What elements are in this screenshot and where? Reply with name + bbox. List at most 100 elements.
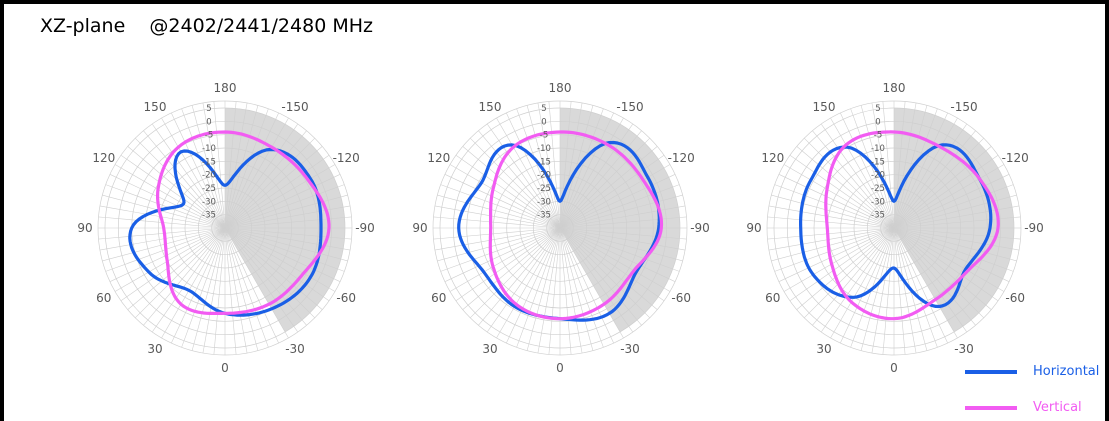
radial-gridline: [197, 200, 253, 256]
outer-tick: [768, 205, 776, 208]
outer-tick: [970, 319, 976, 326]
angle-tick-label: -30: [954, 342, 974, 356]
outer-tick: [619, 331, 624, 339]
outer-tick: [316, 146, 323, 152]
radial-gridline: [813, 147, 975, 309]
outer-tick: [265, 108, 269, 116]
outer-tick: [328, 164, 336, 169]
outer-tick: [506, 336, 510, 344]
outer-tick: [796, 304, 803, 310]
outer-tick: [580, 346, 583, 354]
outer-tick: [191, 105, 195, 113]
angular-gridline: [518, 115, 561, 229]
angular-gridline: [224, 123, 286, 229]
outer-tick: [171, 112, 175, 120]
angular-gridline: [893, 227, 936, 341]
angular-gridline: [559, 227, 665, 289]
outer-tick: [610, 112, 614, 120]
legend-swatch-horizontal: [965, 369, 1017, 374]
angular-gridline: [224, 119, 276, 229]
angular-gridline: [893, 227, 916, 347]
outer-tick: [796, 146, 803, 152]
outer-tick: [496, 331, 501, 339]
outer-tick: [944, 336, 948, 344]
radial-gridline: [184, 187, 266, 269]
angular-gridline: [893, 227, 972, 321]
angular-gridline: [893, 227, 980, 314]
outer-tick: [293, 326, 299, 333]
angular-gridline: [559, 135, 638, 229]
angular-gridline: [808, 227, 895, 314]
outer-tick: [434, 248, 442, 251]
outer-tick: [830, 117, 835, 125]
outer-tick: [580, 102, 583, 110]
angular-gridline: [893, 227, 987, 306]
outer-tick: [820, 123, 826, 130]
outer-tick: [120, 296, 127, 302]
angle-tick-label: 120: [92, 151, 115, 165]
radial-tick-label: -10: [537, 144, 551, 154]
figure-title: XZ-plane @2402/2441/2480 MHz: [40, 15, 373, 37]
angular-gridline: [893, 227, 905, 348]
angular-gridline: [164, 227, 226, 333]
outer-tick: [333, 278, 341, 282]
outer-tick: [114, 287, 122, 292]
angular-gridline: [139, 142, 226, 229]
outer-tick: [161, 117, 166, 125]
outer-tick: [962, 326, 968, 333]
outer-tick: [98, 216, 106, 218]
angular-gridline: [559, 119, 611, 229]
angular-gridline: [224, 227, 345, 239]
angle-tick-label: 0: [221, 361, 229, 375]
angular-gridline: [795, 158, 895, 229]
outer-tick: [668, 174, 676, 178]
outer-tick: [120, 154, 127, 160]
outer-tick: [171, 336, 175, 344]
angular-gridline: [214, 108, 226, 229]
angular-gridline: [559, 227, 659, 298]
angular-gridline: [893, 227, 1007, 270]
angular-gridline: [451, 177, 561, 229]
outer-tick: [99, 248, 107, 251]
polar-chart-2402: 180 -150 -120 -90 -60 -30 0 30 60 90 120 150 5 0 -5 -10…: [77, 81, 374, 375]
angular-gridline: [126, 158, 226, 229]
angular-gridline: [824, 227, 895, 327]
outer-tick: [636, 130, 642, 137]
radial-tick-label: 0: [875, 117, 880, 127]
series-line-horizontal: [799, 143, 993, 309]
outer-tick: [255, 105, 259, 113]
angular-gridline: [893, 227, 999, 289]
angular-gridline: [785, 177, 895, 229]
outer-tick: [102, 258, 110, 262]
radial-tick-label: -30: [871, 197, 885, 207]
radial-tick-label: -25: [871, 184, 885, 194]
angular-gridline: [224, 206, 344, 229]
angular-gridline: [509, 119, 561, 229]
radial-tick-label: -20: [537, 171, 551, 181]
outer-tick: [143, 319, 149, 326]
angular-gridline: [441, 227, 561, 250]
angular-gridline: [203, 109, 226, 229]
angle-tick-label: 150: [479, 100, 502, 114]
outer-tick: [978, 312, 985, 319]
outer-tick: [992, 154, 999, 160]
angular-gridline: [126, 227, 226, 298]
angular-gridline: [893, 217, 1014, 229]
outer-tick: [1002, 278, 1010, 282]
outer-tick: [161, 331, 166, 339]
radial-tick-label: -25: [537, 184, 551, 194]
outer-tick: [840, 336, 844, 344]
outer-tick: [333, 174, 341, 178]
angular-gridline: [559, 115, 602, 229]
outer-tick: [105, 268, 113, 272]
angular-gridline: [224, 227, 324, 298]
angular-gridline: [559, 227, 676, 260]
outer-tick: [433, 238, 441, 240]
outer-tick: [651, 304, 658, 310]
outer-tick: [213, 101, 215, 109]
angle-tick-label: 30: [147, 342, 162, 356]
outer-tick: [109, 174, 117, 178]
angular-gridline: [183, 227, 226, 341]
outer-tick: [548, 101, 550, 109]
outer-tick: [255, 343, 259, 351]
